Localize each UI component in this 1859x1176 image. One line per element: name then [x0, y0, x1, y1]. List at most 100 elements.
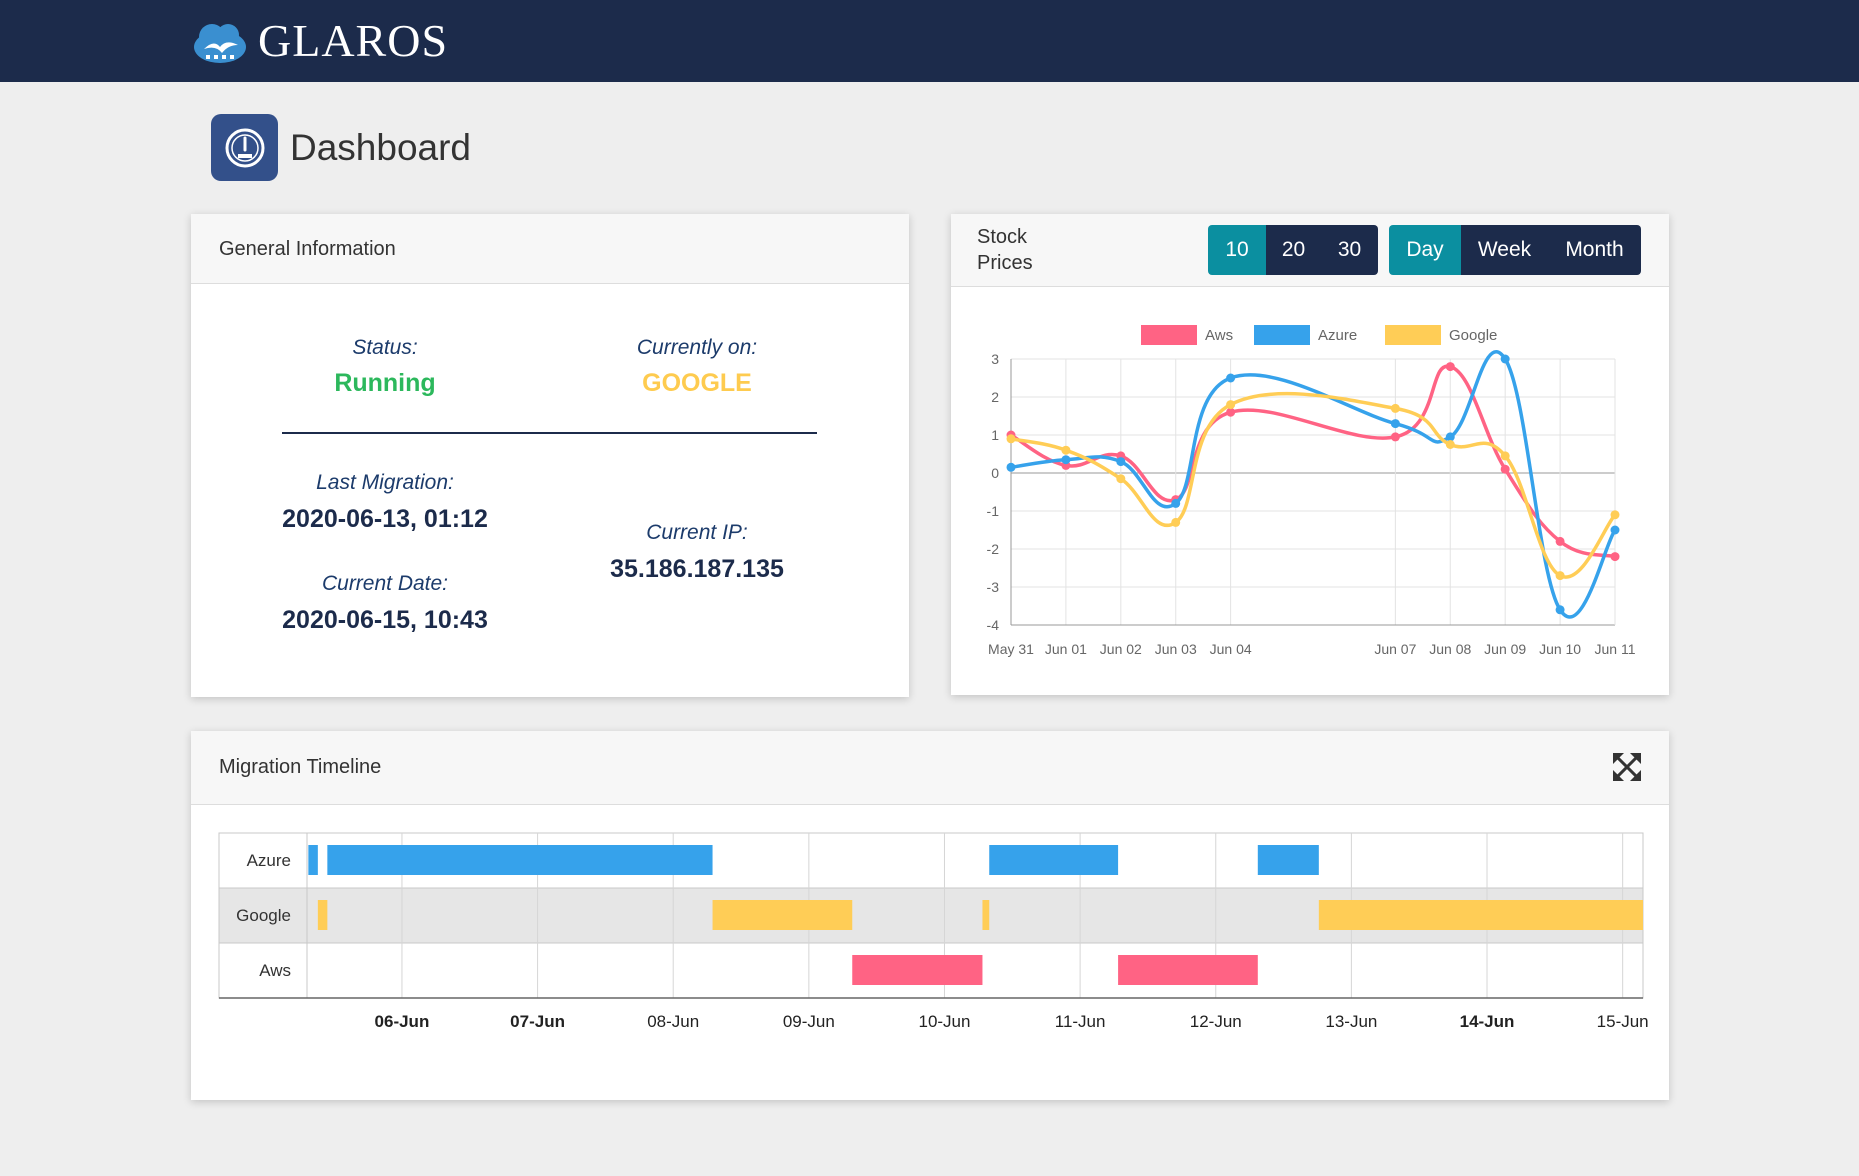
page-title: Dashboard: [290, 126, 472, 168]
data-point-azure[interactable]: [1226, 373, 1236, 383]
timeline-tick-label: 07-Jun: [510, 1012, 565, 1031]
data-point-google[interactable]: [1555, 571, 1565, 581]
timeline-row-label: Google: [236, 906, 291, 925]
y-tick-label: 1: [991, 427, 999, 443]
expand-arrows-icon[interactable]: [1612, 752, 1642, 782]
x-tick-label: Jun 01: [1045, 641, 1087, 657]
data-point-azure[interactable]: [1006, 462, 1016, 472]
x-tick-label: Jun 07: [1374, 641, 1416, 657]
timeline-tick-label: 15-Jun: [1597, 1012, 1649, 1031]
data-point-google[interactable]: [1445, 440, 1455, 449]
timeline-bar-aws[interactable]: [852, 955, 983, 985]
timeline-bar-azure[interactable]: [989, 845, 1119, 875]
timeline-bar-google[interactable]: [982, 900, 990, 930]
current-ip-label: Current IP:: [646, 521, 748, 544]
x-tick-label: Jun 10: [1539, 641, 1581, 657]
migration-timeline-card: Migration Timeline Azure Google Aws 06-Jun 0…: [191, 731, 1669, 1100]
data-point-azure[interactable]: [1171, 498, 1181, 508]
timeline-row-label: Aws: [259, 961, 291, 980]
data-point-google[interactable]: [1061, 445, 1071, 455]
general-information-card: General Information Status: Running Curr…: [191, 214, 909, 697]
data-point-google[interactable]: [1226, 400, 1236, 410]
count-30-button[interactable]: 30: [1321, 225, 1378, 275]
data-point-azure[interactable]: [1061, 455, 1071, 465]
data-point-aws[interactable]: [1445, 362, 1455, 372]
currently-on-value: GOOGLE: [642, 369, 752, 397]
x-tick-label: Jun 02: [1100, 641, 1142, 657]
legend-label: Google: [1449, 327, 1497, 344]
timeline-bar-azure[interactable]: [308, 845, 318, 875]
data-point-google[interactable]: [1390, 403, 1400, 413]
timeline-tick-label: 10-Jun: [918, 1012, 970, 1031]
page-heading: Dashboard: [211, 114, 471, 181]
x-tick-label: Jun 09: [1484, 641, 1526, 657]
data-point-azure[interactable]: [1500, 354, 1510, 364]
status-value: Running: [334, 369, 436, 397]
stock-title-line1: Stock: [977, 226, 1028, 248]
x-tick-label: Jun 03: [1155, 641, 1197, 657]
y-tick-label: 3: [991, 351, 999, 367]
timeline-tick-label: 13-Jun: [1325, 1012, 1377, 1031]
timeline-tick-label: 11-Jun: [1055, 1012, 1106, 1031]
series-line-aws: [1010, 364, 1616, 559]
divider: [282, 432, 817, 434]
y-tick-label: 0: [991, 465, 999, 481]
brand-name: GLAROS: [258, 15, 449, 66]
migration-timeline-chart: Azure Google Aws 06-Jun 07-Jun 08-Jun 09-Jun 10…: [218, 832, 1649, 1031]
period-day-button[interactable]: Day: [1389, 225, 1461, 275]
period-month-button[interactable]: Month: [1548, 225, 1641, 275]
series-line-azure: [1010, 350, 1617, 619]
brand[interactable]: GLAROS: [192, 14, 448, 67]
timeline-row-label: Azure: [247, 851, 291, 870]
period-week-button[interactable]: Week: [1461, 225, 1548, 275]
y-tick-label: -4: [987, 617, 1000, 633]
data-point-aws[interactable]: [1226, 407, 1236, 417]
data-point-google[interactable]: [1116, 474, 1126, 484]
timeline-tick-label: 08-Jun: [647, 1012, 699, 1031]
timeline-bar-google[interactable]: [317, 900, 328, 930]
data-point-azure[interactable]: [1390, 419, 1400, 429]
x-tick-label: Jun 11: [1595, 641, 1636, 657]
data-point-aws[interactable]: [1610, 552, 1620, 562]
data-point-aws[interactable]: [1500, 464, 1510, 474]
timeline-bar-google[interactable]: [712, 900, 853, 930]
timeline-bar-google[interactable]: [1318, 900, 1643, 930]
x-tick-label: Jun 04: [1210, 641, 1252, 657]
y-tick-label: -1: [987, 503, 1000, 519]
data-point-azure[interactable]: [1116, 457, 1126, 467]
currently-on-label: Currently on:: [636, 336, 758, 359]
current-date-value: 2020-06-15, 10:43: [282, 606, 488, 634]
data-point-azure[interactable]: [1555, 605, 1565, 615]
current-ip-value: 35.186.187.135: [610, 555, 784, 583]
data-point-google[interactable]: [1171, 517, 1181, 527]
timeline-bar-aws[interactable]: [1118, 955, 1258, 985]
status-label: Status:: [352, 336, 418, 359]
count-10-button[interactable]: 10: [1208, 225, 1266, 275]
timeline-tick-label: 06-Jun: [375, 1012, 430, 1031]
period-button-group: Day Week Month: [1389, 225, 1641, 275]
data-point-google[interactable]: [1500, 451, 1510, 461]
last-migration-value: 2020-06-13, 01:12: [282, 505, 488, 533]
data-point-azure[interactable]: [1445, 432, 1455, 442]
stock-title-line2: Prices: [977, 252, 1033, 274]
legend-label: Azure: [1318, 327, 1357, 344]
data-point-aws[interactable]: [1390, 432, 1400, 442]
legend-swatch: [1385, 325, 1441, 345]
data-point-google[interactable]: [1006, 434, 1016, 444]
y-tick-label: 2: [991, 389, 999, 405]
count-20-button[interactable]: 20: [1266, 225, 1321, 275]
stock-line-chart: 3 2 1 0 -1 -2 -3 -4 May 31 Jun 01 Jun 02 Jun 03 Jun …: [987, 325, 1636, 657]
y-tick-label: -3: [987, 579, 1000, 595]
last-migration-label: Last Migration:: [316, 471, 454, 494]
x-tick-label: Jun 08: [1429, 641, 1471, 657]
card-header: Stock Prices 10 20 30 Day Week Month: [951, 214, 1669, 287]
card-header: General Information: [191, 214, 909, 284]
timeline-tick-label: 14-Jun: [1460, 1012, 1515, 1031]
data-point-azure[interactable]: [1610, 525, 1620, 535]
timeline-bar-azure[interactable]: [327, 845, 713, 875]
timeline-bar-azure[interactable]: [1257, 845, 1319, 875]
data-point-google[interactable]: [1610, 510, 1620, 520]
data-point-aws[interactable]: [1555, 536, 1565, 546]
top-navbar: GLAROS: [0, 0, 1859, 82]
